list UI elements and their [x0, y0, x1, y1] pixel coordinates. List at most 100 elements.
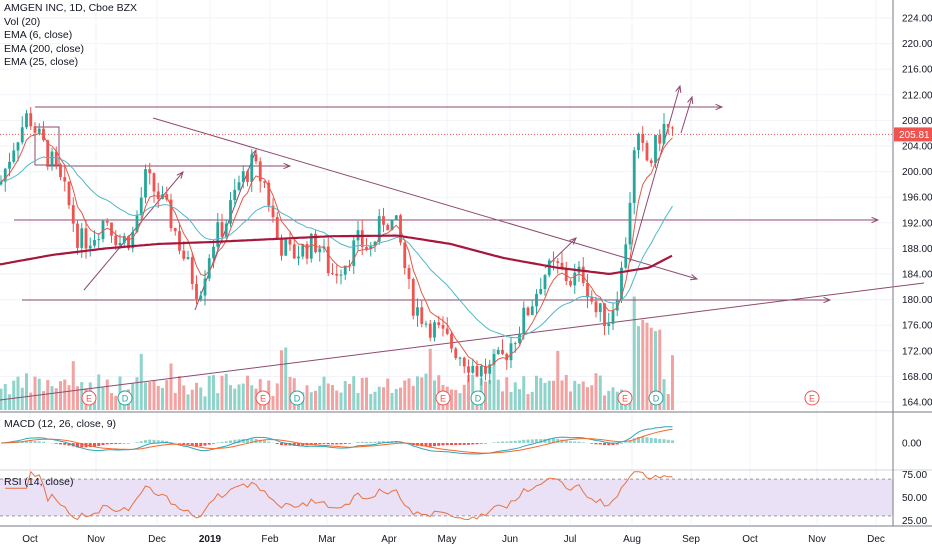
candle	[624, 244, 628, 268]
macd-histogram-bar	[314, 443, 317, 445]
price-tick-label: 212.00	[902, 90, 932, 101]
ema200-line	[0, 234, 673, 276]
candle	[314, 233, 317, 253]
candle	[284, 239, 288, 256]
macd-title: MACD (12, 26, close, 9)	[4, 418, 117, 430]
macd-histogram-bar	[284, 443, 288, 446]
macd-histogram-bar	[37, 441, 41, 443]
trendlines[interactable]	[0, 84, 925, 401]
candle	[564, 268, 568, 282]
macd-histogram-bar	[424, 443, 428, 447]
candle	[518, 333, 521, 344]
event-marker-e[interactable]: E	[804, 390, 820, 406]
event-marker-e[interactable]: E	[81, 390, 97, 406]
event-marker-e[interactable]: E	[617, 390, 633, 406]
candle	[148, 169, 152, 174]
volume-bar	[352, 376, 356, 410]
chart-legend: AMGEN INC, 1D, Cboe BZX Vol (20) EMA (6,…	[4, 2, 137, 70]
volume-bar	[318, 385, 322, 410]
candle	[394, 215, 398, 220]
volume-bar	[594, 373, 598, 410]
candle	[309, 233, 313, 259]
event-marker-label: E	[809, 394, 815, 404]
candle	[84, 228, 88, 249]
time-tick-label: Apr	[381, 534, 397, 545]
candle	[29, 113, 33, 127]
macd-histogram-bar	[258, 439, 262, 443]
candle	[475, 365, 479, 377]
event-marker-d[interactable]: D	[648, 390, 664, 406]
candle	[169, 199, 173, 229]
volume-bar	[662, 379, 666, 410]
volume-bar	[54, 388, 58, 410]
volume-bar	[186, 394, 190, 410]
candle	[407, 268, 411, 279]
resistance-line-arrow	[715, 103, 724, 111]
macd-histogram-bar	[428, 443, 432, 447]
candle	[607, 323, 611, 327]
volume-bar	[611, 387, 615, 410]
legend-ema25: EMA (25, close)	[4, 56, 79, 68]
volume-bar	[428, 348, 432, 410]
candle	[467, 366, 470, 373]
macd-histogram-bar	[530, 439, 534, 443]
candle	[530, 306, 534, 316]
candle	[105, 220, 109, 223]
rsi-band	[0, 479, 893, 516]
event-marker-d[interactable]: D	[117, 390, 133, 406]
macd-histogram-bar	[581, 442, 585, 443]
price-tick-label: 180.00	[902, 295, 932, 306]
candle	[535, 293, 538, 307]
candle	[190, 257, 194, 284]
candle	[297, 256, 300, 259]
macd-histogram-bar	[598, 443, 602, 445]
grid-lines	[0, 0, 893, 525]
macd-histogram-bar	[195, 443, 198, 447]
ema25-line	[0, 156, 673, 339]
macd-histogram-bar	[513, 440, 517, 443]
event-marker-label: E	[622, 394, 628, 404]
macd-histogram-bar	[212, 443, 215, 444]
candle	[628, 202, 632, 245]
price-tick-label: 204.00	[902, 142, 932, 153]
volume-bar	[156, 385, 160, 410]
macd-histogram-bar	[326, 443, 330, 445]
macd-histogram-bar	[501, 441, 504, 443]
event-marker-e[interactable]: E	[255, 390, 271, 406]
event-marker-label: E	[260, 394, 266, 404]
volume-bar	[110, 393, 113, 410]
macd-histogram-bar	[182, 443, 186, 445]
macd-histogram-bar	[462, 443, 466, 445]
macd-histogram-bar	[607, 443, 611, 446]
macd-histogram-bar	[97, 443, 101, 447]
pitch-arrow-4	[629, 85, 681, 263]
candle	[12, 150, 16, 162]
event-marker-d[interactable]: D	[289, 390, 305, 406]
candle	[318, 248, 322, 253]
candle	[471, 365, 475, 373]
macd-histogram-bar	[658, 438, 662, 443]
volume-bar	[20, 387, 24, 410]
macd-histogram-bar	[458, 443, 462, 445]
volume-bar	[607, 390, 611, 410]
event-marker-e[interactable]: E	[435, 390, 451, 406]
candle	[33, 126, 37, 133]
candle	[250, 154, 254, 182]
candle	[46, 140, 50, 166]
volume-bar	[505, 377, 509, 410]
volume-bar	[471, 374, 475, 410]
macd-histogram-bar	[590, 443, 594, 444]
macd-histogram-bar	[292, 443, 296, 446]
macd-histogram-bar	[377, 441, 381, 443]
macd-histogram-bar	[297, 443, 300, 446]
candle	[8, 161, 11, 169]
candle	[382, 216, 385, 225]
macd-tick-label: 0.00	[902, 439, 922, 450]
event-marker-d[interactable]: D	[470, 390, 486, 406]
volume-bar	[416, 376, 419, 410]
candle	[403, 242, 407, 269]
volume-bar	[424, 373, 428, 410]
volume-bar	[547, 380, 551, 410]
